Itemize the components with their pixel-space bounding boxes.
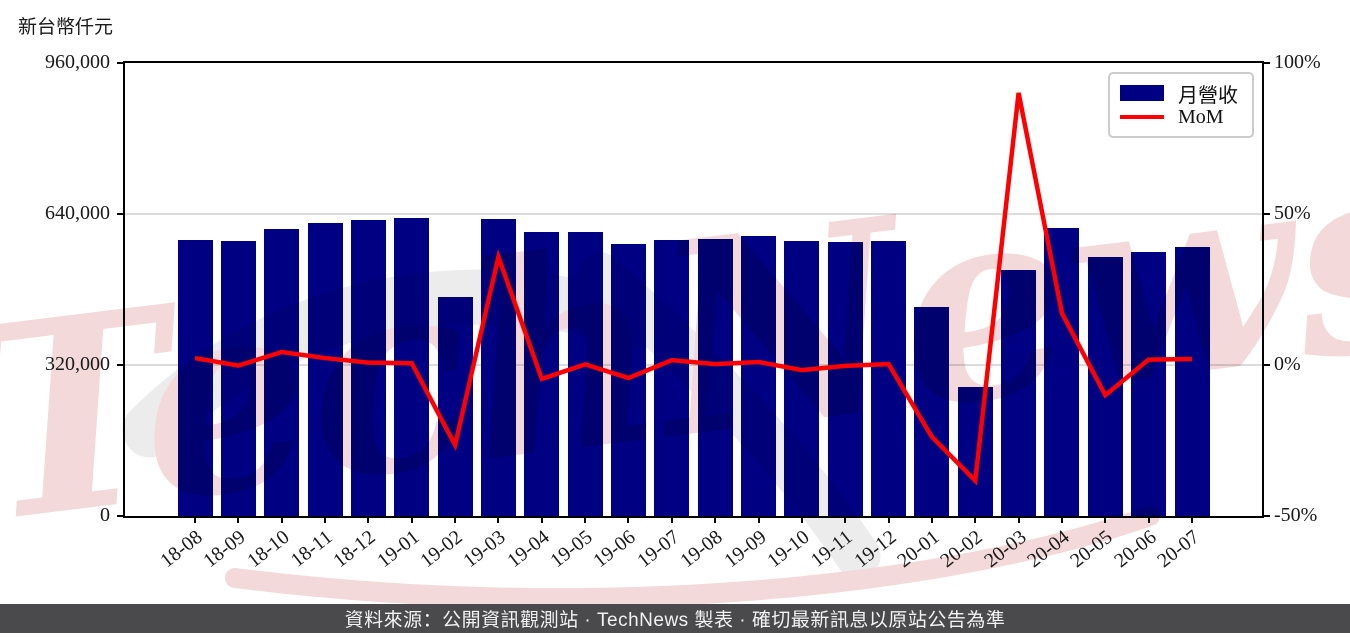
bars-layer [125, 63, 1262, 516]
revenue-bar-20-04 [1044, 228, 1080, 516]
x-tick [887, 516, 890, 523]
x-tick [844, 516, 847, 523]
left-y-tick [117, 364, 125, 366]
revenue-bar-18-11 [307, 222, 343, 516]
left-y-tick [117, 62, 125, 64]
left-y-tick [117, 213, 125, 215]
revenue-bar-19-01 [394, 218, 430, 516]
revenue-bar-swatch [1120, 85, 1164, 101]
left-y-tick [117, 515, 125, 517]
revenue-bar-19-12 [871, 240, 907, 516]
revenue-bar-19-02 [437, 297, 473, 516]
revenue-bar-19-05 [567, 231, 603, 516]
revenue-bar-19-03 [480, 218, 516, 516]
x-tick [714, 516, 717, 523]
right-y-tick-label: 50% [1274, 202, 1311, 224]
right-y-tick-label: -50% [1274, 504, 1318, 526]
mom-line-swatch [1120, 115, 1164, 119]
left-y-tick-label: 0 [100, 504, 110, 526]
legend-row-revenue: 月營收 [1120, 81, 1242, 107]
x-tick [280, 516, 283, 523]
mom-legend-label: MoM [1178, 105, 1224, 128]
right-y-tick [1262, 515, 1270, 517]
right-y-tick [1262, 213, 1270, 215]
revenue-legend-label: 月營收 [1178, 84, 1238, 107]
legend: 月營收 MoM [1108, 72, 1254, 138]
y-axis-unit-label: 新台幣仟元 [18, 17, 114, 38]
revenue-bar-20-02 [957, 386, 993, 516]
x-tick [930, 516, 933, 523]
x-tick [584, 516, 587, 523]
x-tick [1147, 516, 1150, 523]
left-y-tick-label: 960,000 [45, 51, 110, 73]
x-tick [670, 516, 673, 523]
x-tick [237, 516, 240, 523]
revenue-bar-18-08 [177, 240, 213, 516]
revenue-bar-20-01 [914, 306, 950, 516]
right-y-tick-label: 100% [1274, 51, 1321, 73]
footer-source-text: 資料來源：公開資訊觀測站 · TechNews 製表 · 確切最新訊息以原站公告… [344, 610, 1006, 631]
right-y-tick-label: 0% [1274, 353, 1301, 375]
x-tick [540, 516, 543, 523]
x-tick [194, 516, 196, 523]
revenue-bar-19-06 [610, 244, 646, 516]
revenue-bar-20-05 [1087, 256, 1123, 516]
x-tick [757, 516, 760, 523]
x-tick [1060, 516, 1063, 523]
right-y-tick [1262, 364, 1270, 366]
x-tick [974, 516, 977, 523]
x-tick [627, 516, 630, 523]
left-y-tick-label: 640,000 [45, 202, 110, 224]
revenue-bar-19-04 [524, 232, 560, 516]
revenue-bar-19-08 [697, 239, 733, 516]
revenue-bar-20-06 [1131, 252, 1167, 516]
x-tick [454, 516, 457, 523]
x-tick [800, 516, 803, 523]
revenue-bar-19-09 [741, 236, 777, 516]
footer-bar: 資料來源：公開資訊觀測站 · TechNews 製表 · 確切最新訊息以原站公告… [0, 604, 1350, 633]
legend-row-mom: MoM [1120, 105, 1242, 129]
x-tick [1017, 516, 1020, 523]
revenue-bar-18-09 [220, 240, 256, 516]
x-tick [324, 516, 327, 523]
revenue-bar-19-10 [784, 240, 820, 516]
x-tick [497, 516, 500, 523]
revenue-bar-19-07 [654, 239, 690, 516]
x-tick [367, 516, 370, 523]
left-y-tick-label: 320,000 [45, 353, 110, 375]
revenue-bar-20-07 [1174, 247, 1210, 516]
x-tick [1191, 516, 1193, 523]
x-tick [1104, 516, 1107, 523]
right-y-tick [1262, 62, 1270, 64]
revenue-bar-20-03 [1001, 270, 1037, 516]
revenue-bar-18-12 [350, 220, 386, 516]
x-tick [410, 516, 413, 523]
revenue-bar-18-10 [264, 229, 300, 516]
revenue-bar-19-11 [827, 241, 863, 516]
